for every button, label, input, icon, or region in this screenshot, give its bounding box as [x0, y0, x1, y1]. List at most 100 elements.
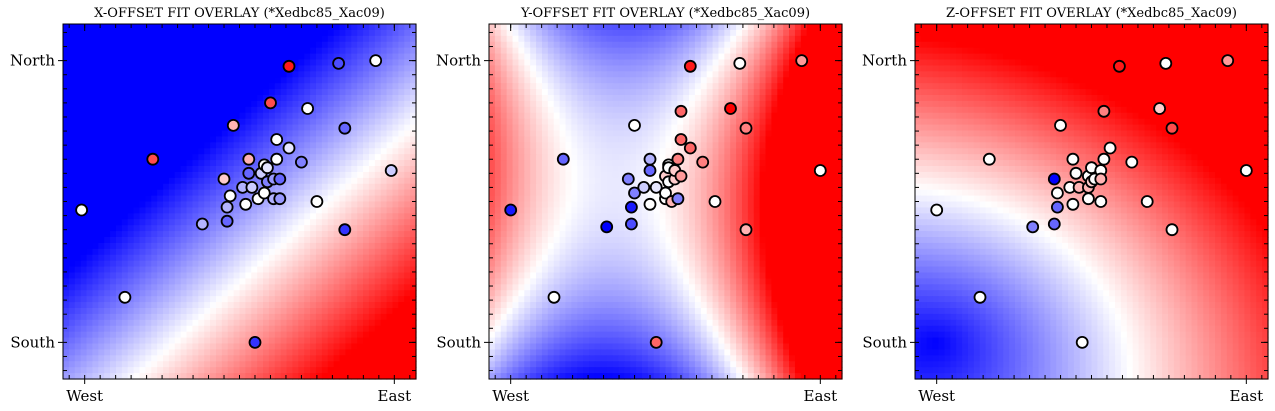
background-cell	[659, 136, 667, 143]
background-cell	[836, 24, 843, 31]
background-cell	[98, 100, 105, 108]
background-cell	[210, 53, 217, 61]
background-cell	[753, 95, 761, 102]
background-cell	[759, 41, 767, 49]
background-cell	[659, 65, 667, 72]
background-cell	[647, 24, 655, 31]
background-cell	[139, 171, 146, 179]
background-cell	[571, 53, 578, 61]
background-cell	[647, 100, 655, 108]
background-cell	[836, 124, 843, 132]
background-cell	[647, 35, 655, 43]
background-cell	[541, 118, 549, 126]
background-cell	[80, 83, 88, 90]
background-cell	[530, 71, 537, 78]
background-cell	[310, 59, 317, 67]
background-cell	[724, 65, 731, 72]
background-cell	[251, 160, 258, 167]
background-cell	[274, 118, 282, 126]
background-cell	[163, 260, 170, 268]
background-cell	[647, 71, 655, 78]
background-cell	[700, 118, 708, 126]
background-cell	[133, 142, 141, 149]
background-cell	[292, 24, 299, 31]
background-cell	[257, 260, 264, 268]
background-cell	[86, 331, 94, 339]
background-cell	[268, 231, 276, 238]
background-cell	[315, 278, 323, 285]
background-cell	[594, 100, 602, 108]
background-cell	[186, 71, 194, 78]
background-cell	[315, 325, 323, 333]
background-cell	[98, 248, 105, 256]
background-cell	[712, 59, 720, 67]
background-cell	[157, 41, 164, 49]
background-cell	[363, 308, 370, 315]
background-cell	[92, 266, 99, 274]
background-cell	[227, 183, 235, 191]
background-cell	[110, 71, 117, 78]
background-cell	[210, 41, 217, 49]
background-cell	[86, 248, 94, 256]
background-cell	[110, 266, 117, 274]
scatter-point	[226, 119, 240, 132]
background-cell	[168, 53, 176, 61]
background-cell	[163, 242, 170, 250]
background-cell	[292, 225, 299, 232]
background-cell	[606, 100, 614, 108]
background-cell	[345, 248, 352, 256]
background-cell	[110, 83, 117, 90]
background-cell	[180, 77, 188, 84]
background-cell	[221, 24, 229, 31]
background-cell	[198, 266, 205, 274]
background-cell	[363, 65, 370, 72]
background-cell	[174, 349, 182, 356]
background-cell	[110, 89, 117, 96]
background-cell	[380, 260, 388, 268]
background-cell	[245, 106, 252, 114]
background-cell	[659, 35, 667, 43]
background-cell	[315, 24, 323, 31]
background-cell	[700, 142, 708, 149]
background-cell	[327, 24, 335, 31]
background-cell	[392, 106, 399, 114]
background-cell	[239, 29, 246, 37]
background-cell	[268, 260, 276, 268]
background-cell	[145, 302, 152, 309]
background-cell	[80, 124, 88, 132]
background-cell	[80, 106, 88, 114]
background-cell	[298, 207, 305, 214]
background-cell	[221, 71, 229, 78]
background-cell	[404, 130, 411, 138]
background-cell	[133, 177, 141, 185]
background-cell	[127, 171, 135, 179]
background-cell	[274, 308, 282, 315]
background-cell	[345, 24, 352, 31]
background-cell	[410, 296, 417, 303]
background-cell	[86, 171, 94, 179]
background-cell	[157, 118, 164, 126]
background-cell	[92, 59, 99, 67]
background-cell	[747, 83, 755, 90]
background-cell	[268, 337, 276, 345]
background-cell	[63, 343, 70, 351]
background-cell	[380, 183, 388, 191]
background-cell	[151, 290, 158, 297]
background-cell	[180, 65, 188, 72]
background-cell	[227, 248, 235, 256]
background-cell	[736, 71, 743, 78]
background-cell	[806, 118, 814, 126]
background-cell	[345, 160, 352, 167]
background-cell	[163, 225, 170, 232]
background-cell	[304, 154, 311, 161]
background-cell	[630, 65, 637, 72]
background-cell	[280, 77, 288, 84]
background-cell	[783, 71, 790, 78]
background-cell	[198, 278, 205, 285]
background-cell	[577, 130, 584, 138]
background-cell	[251, 166, 258, 173]
background-cell	[204, 367, 211, 374]
background-cell	[174, 207, 182, 214]
background-cell	[357, 71, 364, 78]
background-cell	[327, 361, 335, 368]
